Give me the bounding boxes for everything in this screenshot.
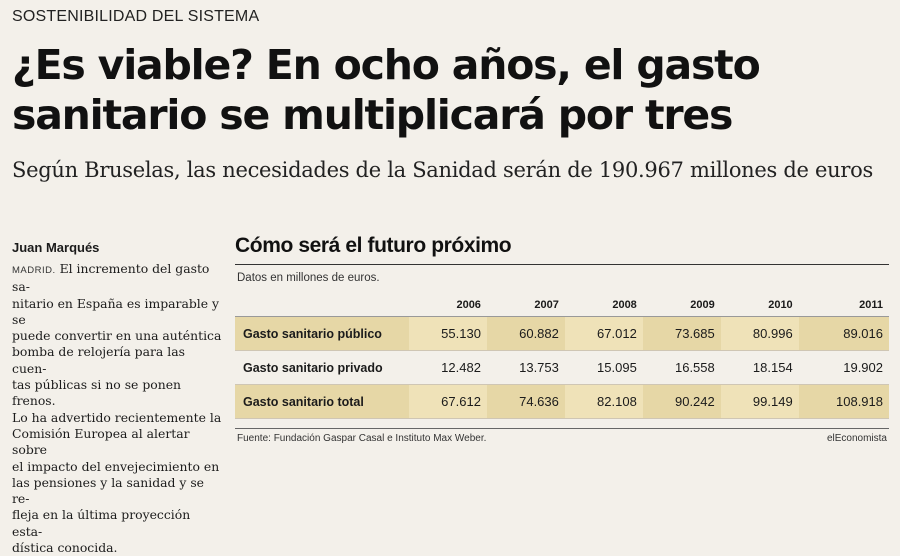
row-label: Gasto sanitario privado [235, 350, 409, 385]
table-cell: 15.095 [564, 350, 643, 385]
article-line: Lo ha advertido recientemente la [12, 409, 222, 425]
headline-line-1: ¿Es viable? En ocho años, el gasto [12, 41, 761, 89]
article-line: puede convertir en una auténtica [12, 328, 222, 344]
year-header: 2007 [486, 298, 565, 317]
sidebar-title: Cómo será el futuro próximo [235, 234, 512, 257]
row-label: Gasto sanitario total [235, 384, 409, 419]
headline: ¿Es viable? En ocho años, el gasto sanit… [12, 40, 812, 140]
table-cell: 55.130 [409, 316, 487, 351]
article-line: el impacto del envejecimiento en [12, 458, 220, 474]
table-cell: 67.012 [564, 316, 643, 351]
table-cell: 108.918 [798, 384, 889, 419]
table-row: Gasto sanitario público 55.130 60.882 67… [235, 316, 889, 351]
table-cell: 19.902 [798, 350, 889, 385]
article-line: nitario en España es imparable y se [12, 295, 220, 327]
table-row: Gasto sanitario total 67.612 74.636 82.1… [235, 384, 889, 419]
article-line: Comisión Europea al alertar sobre [12, 425, 190, 458]
article-line: bomba de relojería para las cuen- [12, 344, 185, 376]
subtitle: Según Bruselas, las necesidades de la Sa… [12, 158, 873, 182]
table-cell: 73.685 [642, 316, 721, 351]
table-cell: 18.154 [720, 350, 799, 385]
year-header: 2008 [564, 298, 643, 317]
row-label: Gasto sanitario público [235, 316, 409, 351]
headline-line-2: sanitario se multiplicará por tres [12, 91, 733, 139]
table-cell: 82.108 [564, 384, 643, 419]
byline: Juan Marqués [12, 240, 100, 255]
year-header: 2011 [798, 298, 889, 317]
article-line: El incremento del gasto sa- [12, 261, 210, 295]
source-note: Fuente: Fundación Gaspar Casal e Institu… [237, 433, 487, 444]
table-cell: 67.612 [409, 384, 487, 419]
table-cell: 89.016 [798, 316, 889, 351]
article-body: MADRID. El incremento del gasto sa- nita… [12, 261, 222, 556]
article-line: fleja en la última proyección esta- [12, 507, 191, 539]
header-row: 2006 2007 2008 2009 2010 2011 [235, 298, 889, 317]
article-line: dística conocida. [12, 540, 118, 556]
section-label: SOSTENIBILIDAD DEL SISTEMA [12, 8, 260, 25]
source-rule [235, 428, 889, 429]
publication-brand: elEconomista [826, 433, 887, 444]
header-blank [235, 298, 409, 317]
year-header: 2006 [409, 298, 487, 317]
units-note: Datos en millones de euros. [237, 272, 380, 284]
table-cell: 80.996 [720, 316, 799, 351]
year-header: 2009 [642, 298, 721, 317]
table-cell: 74.636 [486, 384, 565, 419]
data-sidebar: Cómo será el futuro próximo Datos en mil… [235, 230, 889, 449]
spending-table: 2006 2007 2008 2009 2010 2011 Gasto sani… [235, 298, 889, 419]
title-rule [235, 264, 889, 265]
article-line: tas públicas si no se ponen frenos. [12, 377, 182, 409]
table-cell: 60.882 [486, 316, 565, 351]
dateline: MADRID. [12, 265, 56, 276]
article-line: las pensiones y la sanidad y se re- [12, 474, 205, 507]
table-cell: 90.242 [642, 384, 721, 419]
table-row: Gasto sanitario privado 12.482 13.753 15… [235, 350, 889, 385]
year-header: 2010 [720, 298, 799, 317]
article-column: Juan Marqués MADRID. El incremento del g… [12, 240, 222, 556]
table-cell: 13.753 [486, 350, 565, 385]
table-cell: 99.149 [720, 384, 799, 419]
table-cell: 16.558 [642, 350, 721, 385]
table-cell: 12.482 [409, 350, 487, 385]
